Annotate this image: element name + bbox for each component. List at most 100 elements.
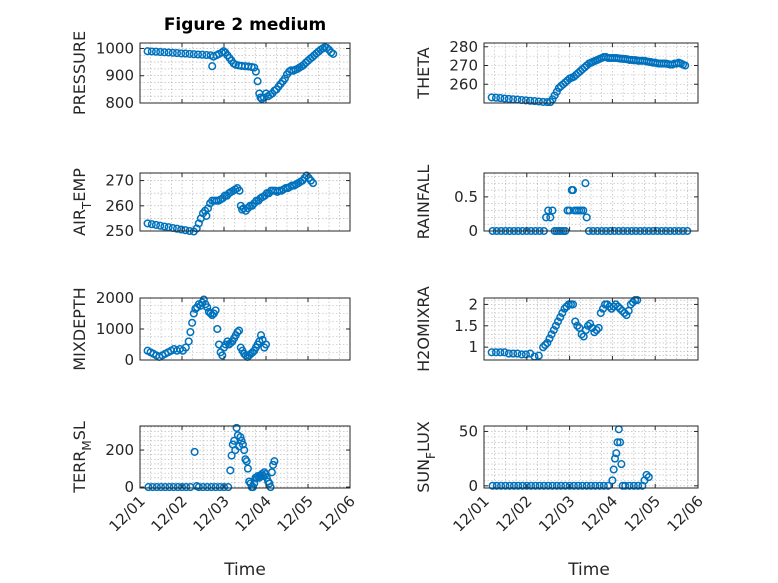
data-point	[208, 62, 217, 71]
x-label-left: Time	[223, 560, 266, 580]
y-axis-label: SUNFLUX	[414, 421, 438, 493]
data-point	[610, 454, 620, 463]
data-point	[491, 93, 501, 102]
x-tick-label: 12/02	[148, 492, 191, 535]
y-tick-label: 2000	[96, 289, 134, 307]
data-point	[609, 465, 618, 474]
data-point	[504, 94, 513, 103]
data-point	[617, 460, 626, 469]
data-point	[553, 317, 563, 326]
data-point	[546, 213, 555, 222]
data-point	[177, 483, 187, 492]
data-point	[270, 457, 279, 466]
data-point	[545, 334, 554, 343]
data-point	[256, 93, 265, 102]
data-point	[634, 481, 643, 490]
data-point	[622, 311, 631, 320]
data-point	[530, 97, 539, 106]
data-point	[578, 481, 587, 490]
data-point	[497, 481, 506, 490]
data-point	[322, 43, 331, 52]
data-point	[591, 481, 600, 490]
data-point	[177, 225, 186, 234]
data-point	[518, 481, 527, 490]
data-point	[505, 481, 514, 490]
data-point	[556, 481, 566, 490]
data-point	[541, 340, 550, 350]
data-point	[186, 328, 195, 337]
data-point	[267, 468, 276, 477]
data-point	[156, 221, 165, 230]
data-point	[269, 460, 278, 469]
data-point	[236, 433, 245, 442]
y-axis-label: AIRTEMP	[70, 168, 94, 236]
data-point	[586, 319, 595, 328]
data-point	[620, 308, 629, 318]
axes-box	[483, 425, 699, 489]
x-tick-label: 12/06	[664, 492, 707, 535]
x-label-right: Time	[567, 560, 610, 580]
data-point	[581, 179, 590, 188]
data-point	[230, 436, 239, 445]
data-point	[531, 481, 540, 490]
data-point	[608, 476, 617, 485]
x-tick-label: 12/01	[106, 492, 149, 535]
data-point	[211, 306, 220, 315]
data-point	[629, 481, 638, 490]
data-point	[190, 447, 199, 456]
y-tick-label: 260	[105, 197, 134, 215]
data-point	[513, 349, 522, 358]
data-point	[613, 302, 623, 311]
y-tick-label: 1000	[96, 39, 134, 57]
data-point	[534, 97, 543, 106]
y-tick-label: 800	[105, 94, 134, 112]
data-point	[227, 451, 236, 460]
data-point	[177, 49, 186, 58]
y-tick-label: 0.5	[454, 188, 478, 206]
data-point	[547, 330, 556, 339]
data-point	[542, 213, 551, 222]
data-point	[612, 449, 621, 458]
data-point	[625, 481, 634, 490]
y-tick-label: 0	[468, 222, 478, 240]
y-axis-label: THETA	[414, 47, 433, 99]
data-point	[579, 206, 588, 215]
data-point	[595, 481, 604, 490]
y-axis-label: TERRMSL	[70, 421, 94, 494]
data-point	[551, 321, 560, 330]
data-point	[568, 186, 578, 195]
y-tick-label: 50	[459, 422, 478, 440]
data-point	[496, 348, 505, 357]
data-point	[148, 483, 157, 492]
data-point	[549, 326, 558, 335]
data-point	[143, 47, 152, 56]
data-point	[642, 470, 651, 479]
x-tick-label: 12/03	[535, 492, 578, 535]
data-point	[224, 483, 233, 492]
data-point	[590, 328, 599, 337]
axes-box	[139, 42, 351, 104]
data-point	[561, 481, 570, 490]
data-point	[248, 483, 258, 492]
data-point	[681, 61, 690, 70]
data-point	[202, 211, 211, 220]
data-point	[487, 348, 496, 357]
panel-terr-msl: 0 200 TERRMSL 12/0112/0212/0312/0412/0512/0…	[70, 421, 359, 535]
data-point	[280, 74, 289, 83]
y-tick-label: 1000	[96, 320, 134, 338]
data-point	[233, 328, 242, 337]
data-point	[514, 481, 523, 490]
data-point	[543, 338, 552, 347]
data-point	[544, 481, 553, 490]
data-point	[237, 436, 246, 445]
y-tick-label: 900	[105, 67, 134, 85]
x-tick-label: 12/03	[190, 492, 233, 535]
data-point	[308, 179, 318, 188]
data-point	[496, 94, 505, 103]
data-point	[621, 481, 630, 490]
data-point	[161, 483, 170, 492]
x-tick-label: 12/05	[274, 492, 317, 535]
y-tick-label: 270	[105, 172, 134, 190]
data-point	[556, 313, 565, 322]
